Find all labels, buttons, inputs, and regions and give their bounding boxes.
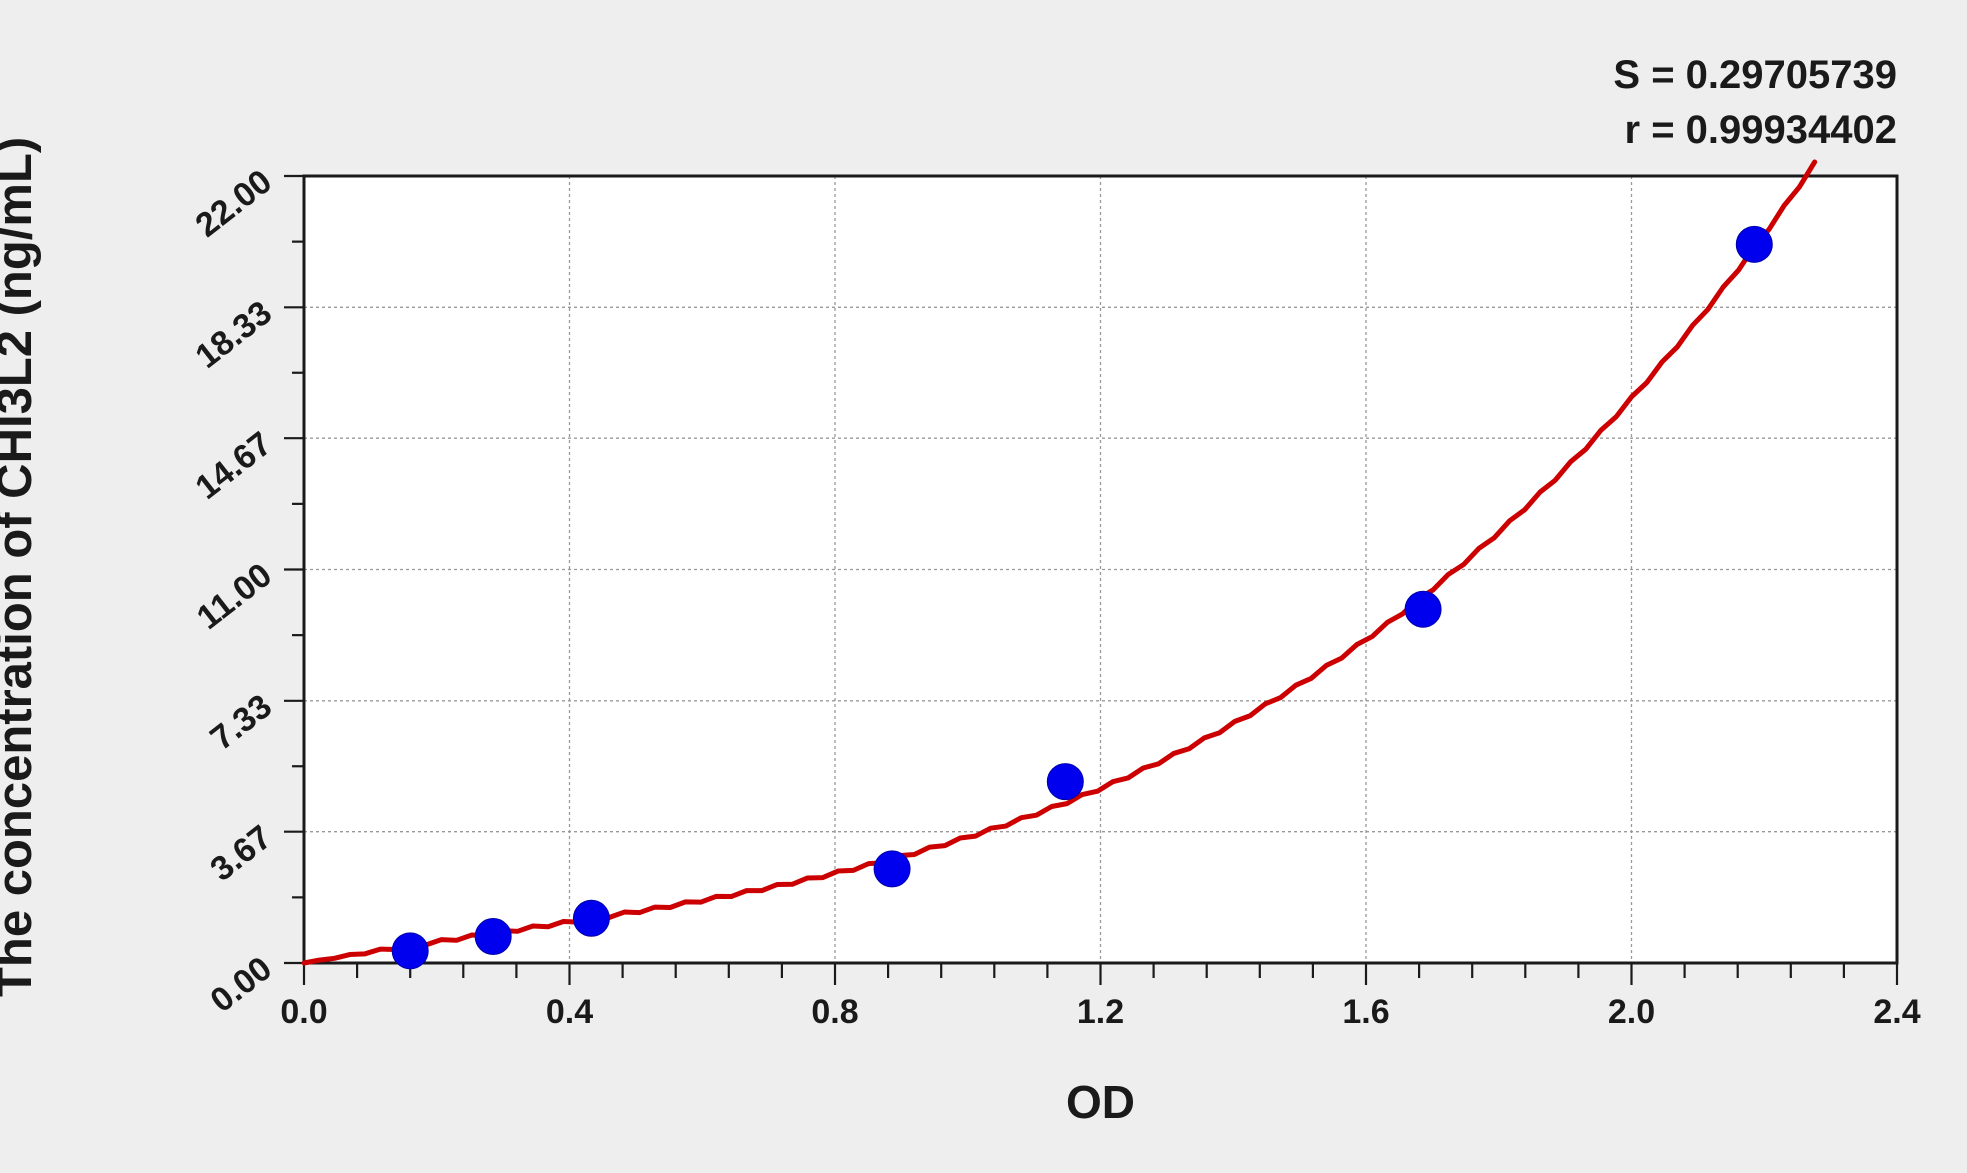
svg-text:S = 0.29705739: S = 0.29705739 <box>1613 53 1897 97</box>
svg-text:The concentration of CHI3L2 (n: The concentration of CHI3L2 (ng/mL) <box>0 137 42 997</box>
svg-text:r = 0.99934402: r = 0.99934402 <box>1625 108 1897 152</box>
svg-text:1.6: 1.6 <box>1342 993 1389 1031</box>
svg-text:1.2: 1.2 <box>1077 993 1124 1031</box>
svg-text:2.4: 2.4 <box>1873 993 1920 1031</box>
svg-text:0.8: 0.8 <box>811 993 858 1031</box>
svg-text:0.0: 0.0 <box>280 993 327 1031</box>
svg-text:0.4: 0.4 <box>546 993 593 1031</box>
svg-text:2.0: 2.0 <box>1608 993 1655 1031</box>
svg-text:OD: OD <box>1066 1076 1135 1128</box>
